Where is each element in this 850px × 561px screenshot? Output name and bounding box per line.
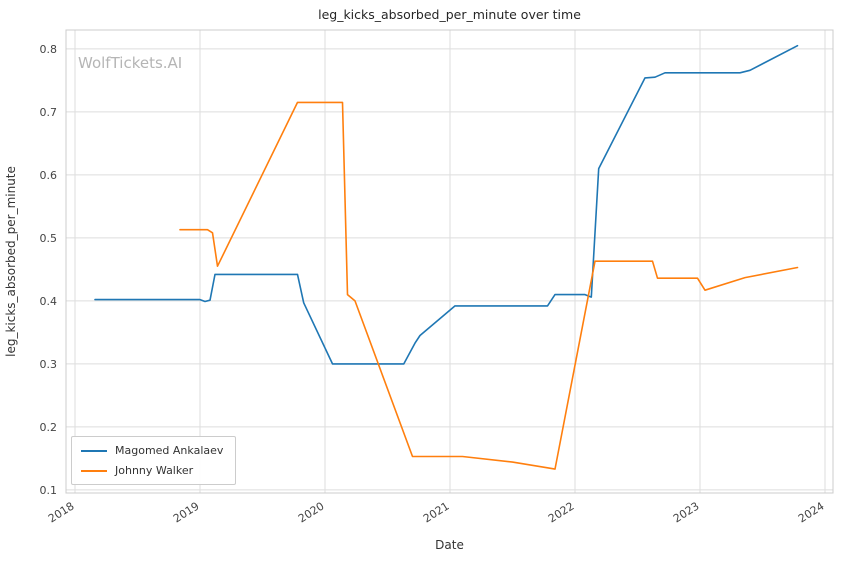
plot-border xyxy=(65,29,834,494)
x-tick-label: 2020 xyxy=(296,500,327,526)
legend-item: Johnny Walker xyxy=(81,464,223,477)
legend-label: Johnny Walker xyxy=(115,464,194,477)
x-tick-label: 2022 xyxy=(546,500,577,526)
y-axis-label: leg_kicks_absorbed_per_minute xyxy=(4,166,18,357)
y-tick-label: 0.2 xyxy=(40,421,58,434)
y-tick-label: 0.8 xyxy=(40,43,58,56)
legend-label: Magomed Ankalaev xyxy=(115,444,224,457)
x-tick-label: 2021 xyxy=(421,500,452,526)
legend-line-swatch xyxy=(81,449,107,452)
y-tick-label: 0.1 xyxy=(40,484,58,497)
y-tick-label: 0.6 xyxy=(40,169,58,182)
legend: Magomed Ankalaev Johnny Walker xyxy=(71,436,237,485)
y-tick-label: 0.5 xyxy=(40,232,58,245)
x-tick-label: 2023 xyxy=(671,500,702,526)
watermark: WolfTickets.AI xyxy=(78,54,182,72)
y-tick-label: 0.7 xyxy=(40,106,58,119)
x-tick-label: 2018 xyxy=(46,500,77,526)
series-line-johnny-walker xyxy=(179,101,799,470)
y-tick-label: 0.4 xyxy=(40,295,58,308)
x-tick-label: 2019 xyxy=(171,500,202,526)
legend-item: Magomed Ankalaev xyxy=(81,444,223,457)
legend-line-swatch xyxy=(81,469,107,472)
x-axis-label: Date xyxy=(435,538,464,552)
series-line-magomed-ankalaev xyxy=(94,44,799,365)
x-tick-label: 2024 xyxy=(796,500,827,526)
y-tick-label: 0.3 xyxy=(40,358,58,371)
chart-title: leg_kicks_absorbed_per_minute over time xyxy=(318,7,581,22)
